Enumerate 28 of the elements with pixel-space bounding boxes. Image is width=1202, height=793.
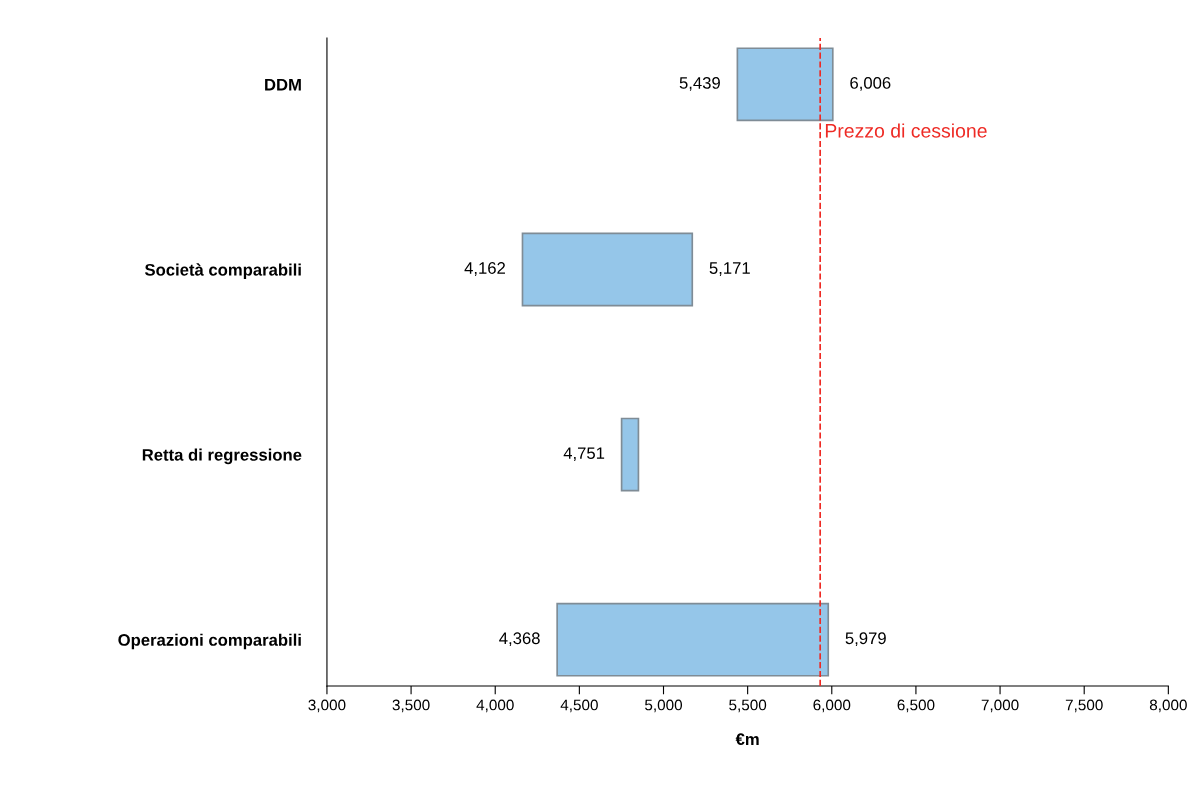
y-tick-label: DDM	[265, 78, 301, 91]
annotation: 6,006	[850, 77, 891, 91]
annotation: 4,162	[464, 262, 505, 276]
x-tick-label: 7,500	[1065, 699, 1103, 713]
bar	[556, 602, 830, 677]
x-tick-label: 7,000	[981, 699, 1019, 713]
annotation: 5,439	[679, 77, 720, 91]
y-tick-label: Retta di regressione	[142, 448, 302, 465]
bar	[620, 417, 640, 492]
x-tick-label: 5,500	[729, 699, 767, 713]
y-tick-label: Società comparabili	[144, 263, 301, 280]
x-axis-title: €m	[735, 733, 759, 746]
x-tick-label: 6,000	[813, 699, 851, 713]
annotation: 5,979	[845, 632, 886, 647]
bar	[521, 232, 694, 307]
bar	[736, 47, 834, 122]
x-tick-label: 5,000	[645, 699, 683, 713]
annotation: 4,368	[499, 632, 540, 647]
x-tick-label: 4,000	[476, 699, 514, 713]
annotation: 5,171	[709, 262, 750, 276]
x-tick-label: 3,500	[392, 699, 430, 713]
x-tick-label: 8,000	[1149, 699, 1187, 713]
ref-line-label: Prezzo di cessione	[825, 123, 987, 138]
x-tick-label: 6,500	[897, 699, 935, 713]
x-tick-label: 4,500	[560, 699, 598, 713]
y-tick-label: Operazioni comparabili	[118, 633, 301, 650]
annotation: 4,751	[563, 447, 605, 461]
x-tick-label: 3,000	[308, 699, 346, 713]
